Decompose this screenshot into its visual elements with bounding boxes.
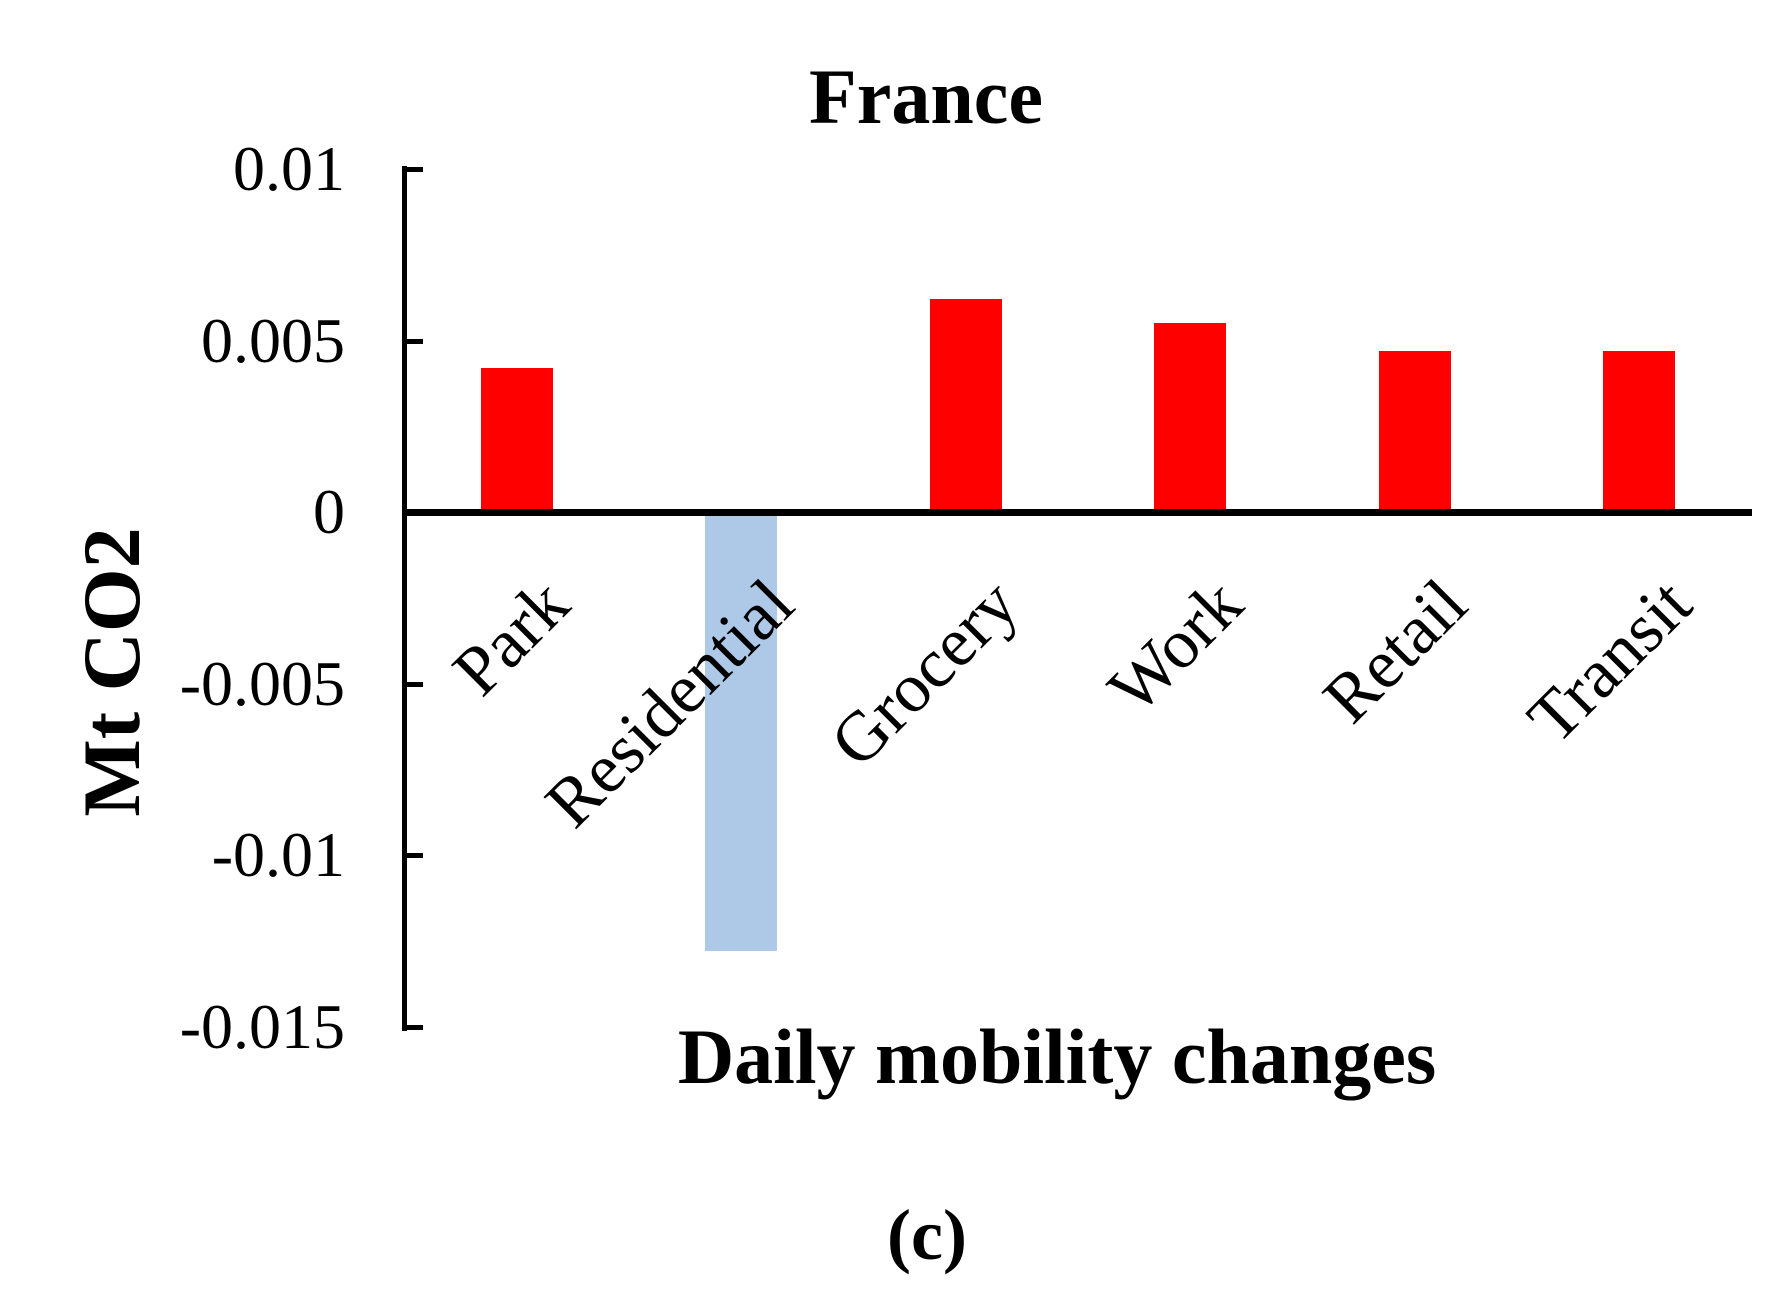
- y-axis-tick: [405, 338, 423, 344]
- figure-caption: (c): [887, 1195, 967, 1275]
- category-label-transit: Transit: [1513, 565, 1707, 759]
- y-tick-label: 0: [313, 476, 345, 547]
- bar-park: [480, 367, 553, 512]
- y-tick-label: 0.01: [233, 133, 345, 204]
- y-tick-label: -0.015: [179, 990, 345, 1062]
- y-tick-label: 0.005: [201, 304, 345, 376]
- category-label-retail: Retail: [1309, 565, 1483, 738]
- y-axis-spine: [402, 166, 407, 1031]
- x-axis-baseline: [402, 509, 1752, 516]
- category-label-grocery: Grocery: [816, 565, 1034, 782]
- bar-grocery: [929, 299, 1002, 512]
- y-tick-label: -0.005: [179, 647, 345, 719]
- y-axis-tick: [405, 1024, 423, 1030]
- bar-retail: [1378, 350, 1451, 512]
- y-axis-tick: [405, 853, 423, 858]
- y-axis-tick: [405, 681, 423, 687]
- y-tick-label: -0.01: [211, 819, 345, 890]
- category-label-park: Park: [438, 565, 585, 711]
- y-axis-tick: [405, 167, 423, 172]
- chart-title: France: [809, 53, 1043, 140]
- category-label-work: Work: [1094, 565, 1258, 729]
- bar-work: [1154, 323, 1226, 512]
- bar-transit: [1603, 350, 1675, 512]
- x-axis-title: Daily mobility changes: [677, 1013, 1437, 1100]
- bar-residential: [705, 512, 777, 952]
